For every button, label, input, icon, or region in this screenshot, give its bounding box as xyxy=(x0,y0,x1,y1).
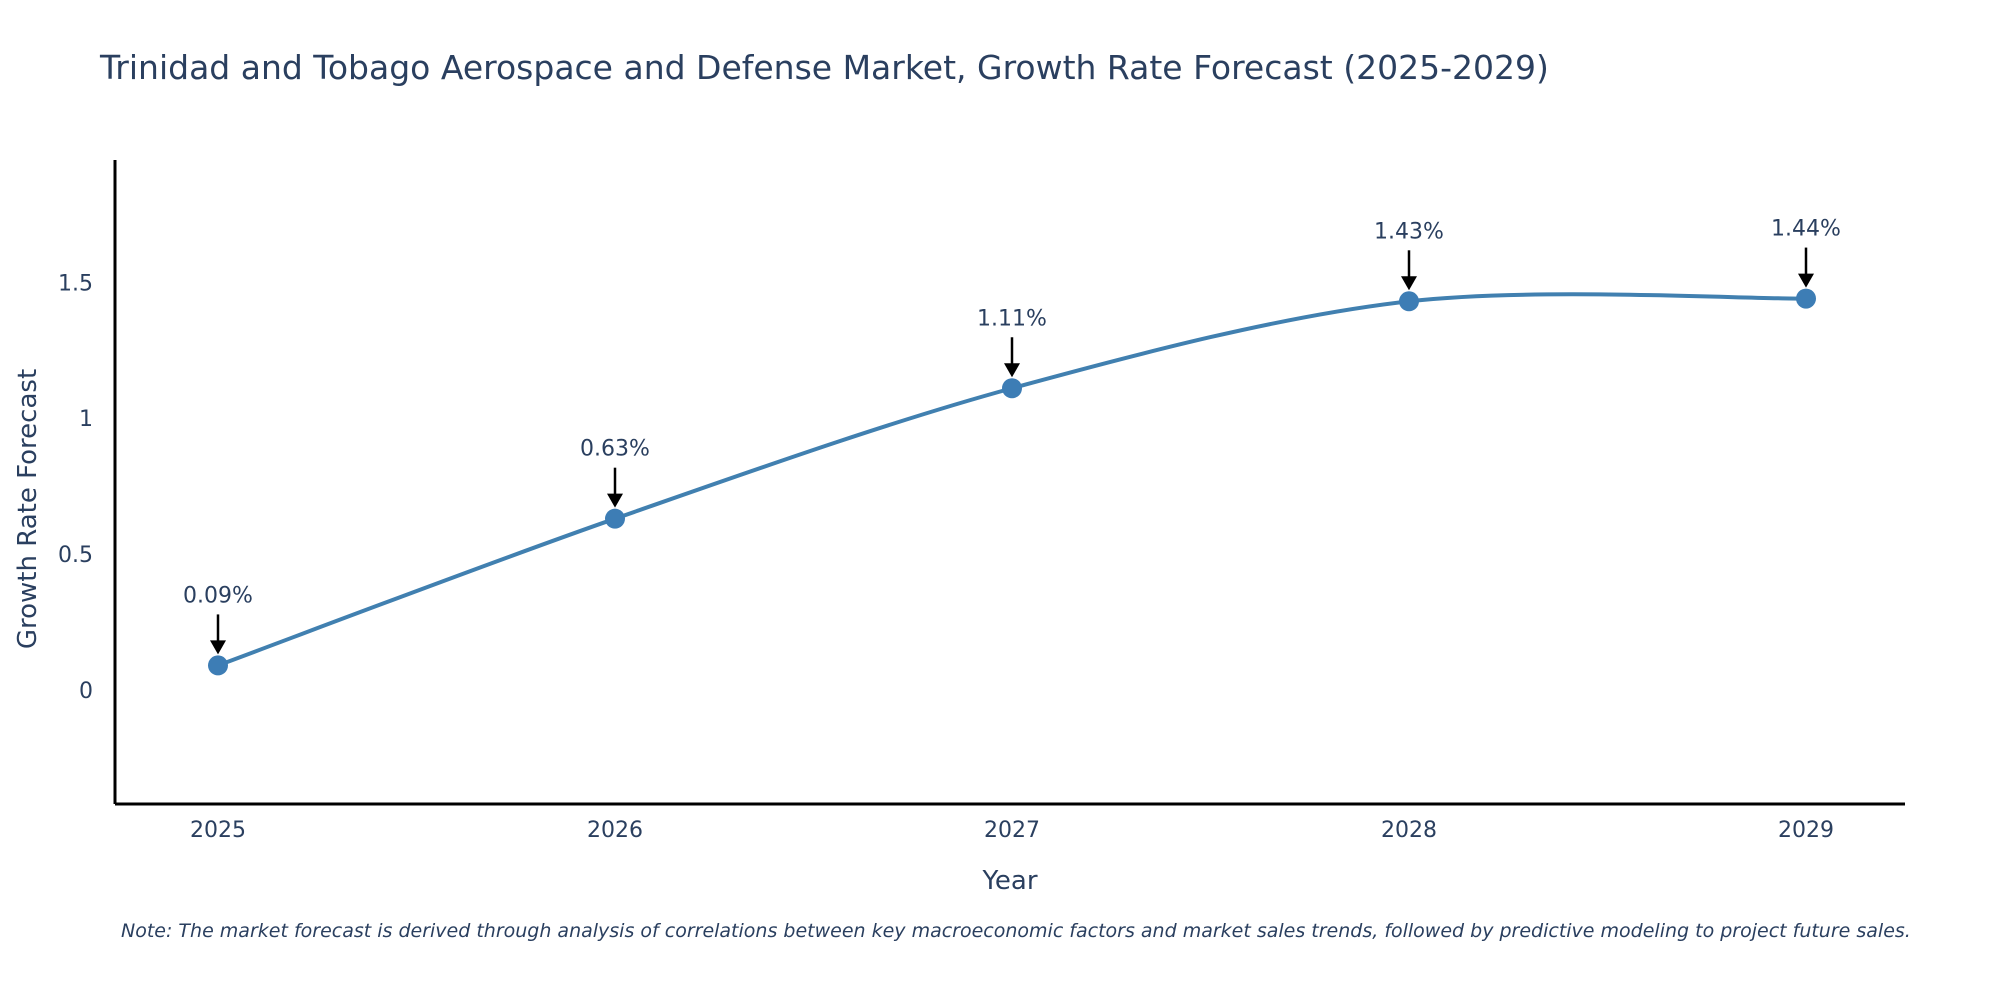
data-label: 0.09% xyxy=(183,583,253,608)
annotation-arrow-head xyxy=(1004,363,1020,378)
annotation-arrow-head xyxy=(210,640,226,655)
chart-title: Trinidad and Tobago Aerospace and Defens… xyxy=(100,48,1549,87)
data-point xyxy=(1399,291,1419,312)
x-tick-label: 2029 xyxy=(1778,818,1834,843)
annotation-arrow-head xyxy=(607,493,623,508)
annotation-arrow-head xyxy=(1798,273,1814,288)
data-point xyxy=(1796,288,1816,309)
x-tick-label: 2025 xyxy=(190,818,246,843)
axes xyxy=(113,160,1905,806)
y-axis-title: Growth Rate Forecast xyxy=(13,369,43,649)
data-label: 1.44% xyxy=(1771,217,1841,242)
y-tick-label: 1.5 xyxy=(58,271,93,296)
data-label: 1.11% xyxy=(977,306,1047,331)
y-tick-label: 0 xyxy=(79,679,93,704)
data-point xyxy=(605,508,625,529)
data-label: 0.63% xyxy=(580,437,650,462)
x-tick-label: 2028 xyxy=(1381,818,1437,843)
y-tick-label: 1 xyxy=(79,407,93,432)
y-tick-label: 0.5 xyxy=(58,543,93,568)
data-label: 1.43% xyxy=(1374,219,1444,244)
data-point xyxy=(1002,378,1022,399)
data-point xyxy=(208,655,228,676)
chart-note: Note: The market forecast is derived thr… xyxy=(121,920,1911,942)
tick-labels: 0 0.5 1 1.5 2025 2026 2027 2028 2029 xyxy=(58,271,1834,843)
x-axis-title: Year xyxy=(981,866,1037,896)
x-tick-label: 2027 xyxy=(984,818,1040,843)
data-points xyxy=(208,288,1816,676)
x-tick-label: 2026 xyxy=(587,818,643,843)
annotation-arrow-head xyxy=(1401,276,1417,291)
data-labels: 0.09% 0.63% 1.11% 1.43% 1.44% xyxy=(183,217,1841,655)
